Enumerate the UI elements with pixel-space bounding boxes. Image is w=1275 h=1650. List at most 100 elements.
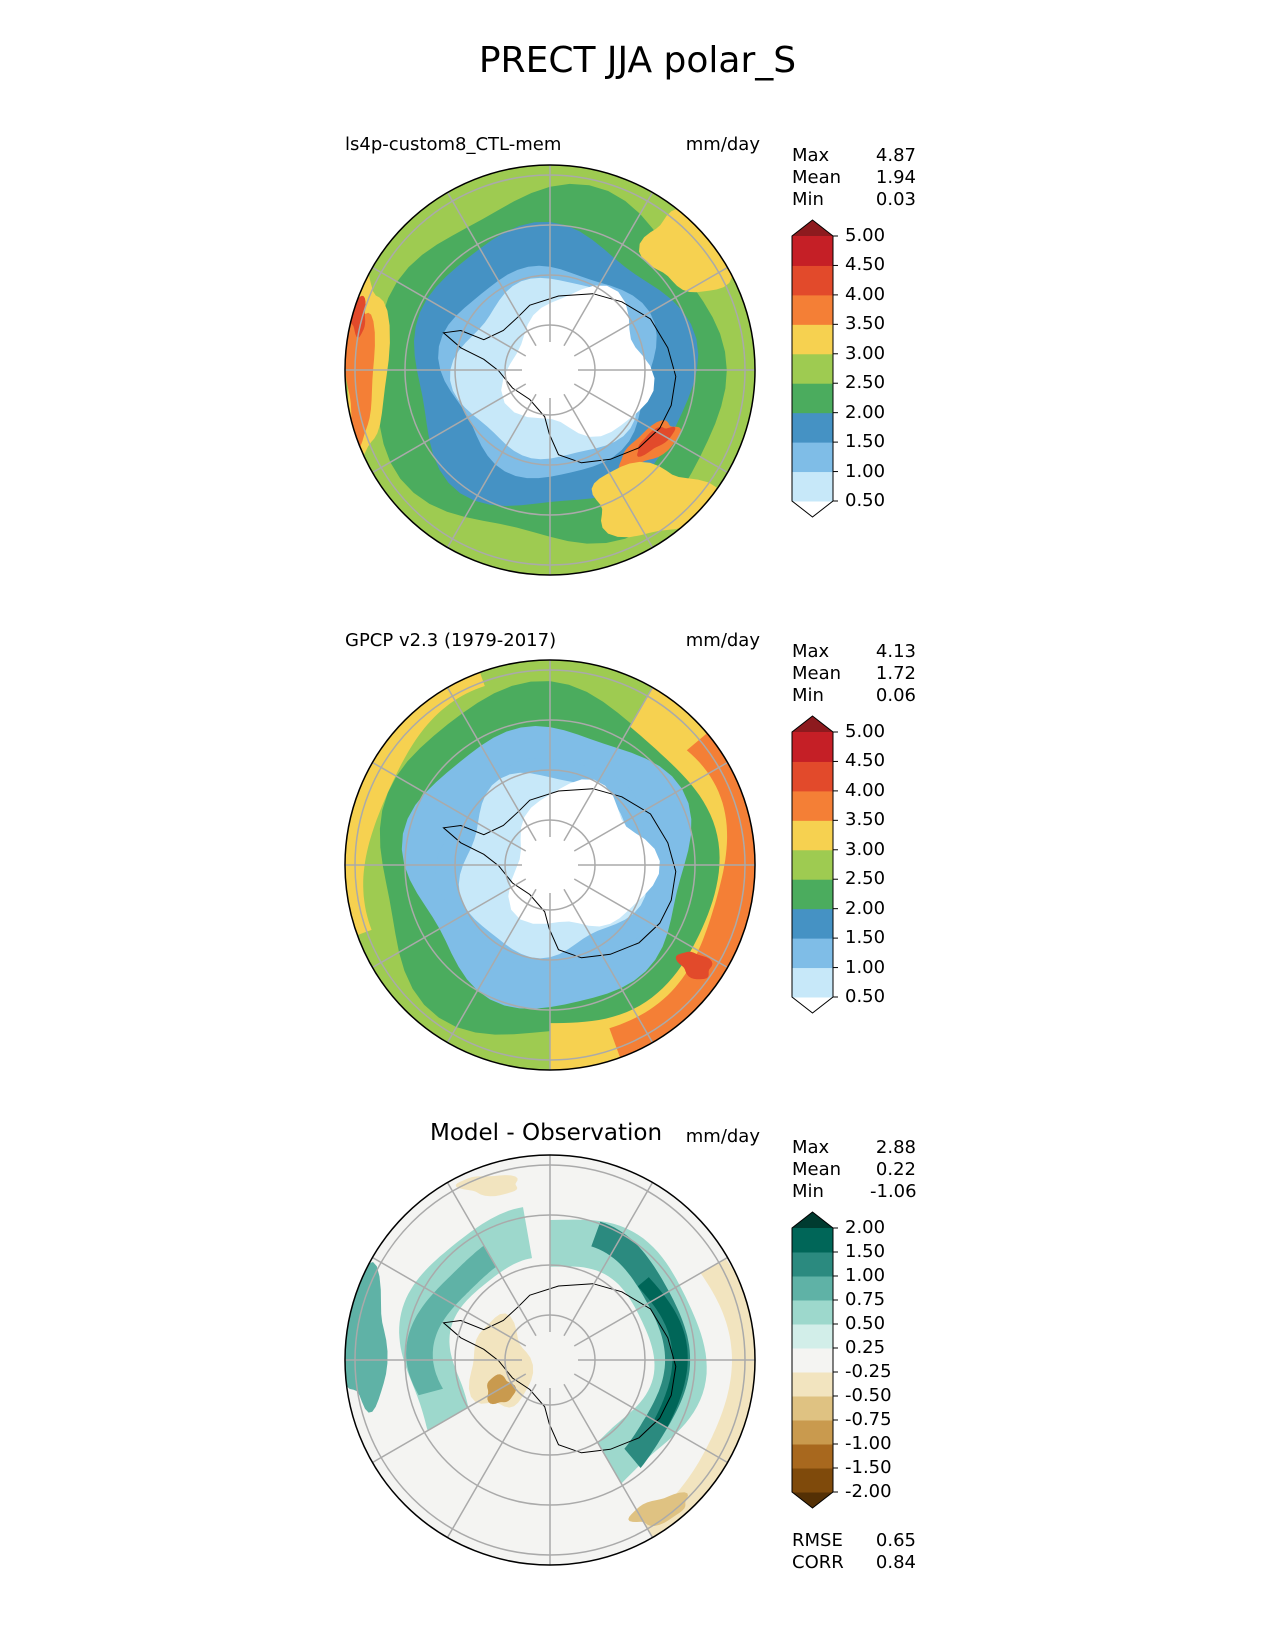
panel-3-title: Model - Observation	[430, 1120, 663, 1146]
panel-2-units: mm/day	[685, 630, 760, 651]
meridian-line	[372, 878, 527, 969]
colorbar-segment	[792, 761, 833, 792]
colorbar-segment	[792, 383, 833, 414]
map-field	[345, 165, 755, 575]
meridian-line	[372, 266, 527, 357]
colorbar-segment	[792, 790, 833, 821]
stat-max: Max 4.87	[792, 145, 916, 166]
colorbar-tick-label: 0.50	[845, 1313, 886, 1334]
colorbar-segment	[792, 353, 833, 384]
meridian-line	[372, 1373, 527, 1464]
meridian-line	[563, 687, 654, 842]
colorbar-tick-label: 5.00	[845, 721, 886, 742]
meridian-line	[563, 393, 654, 548]
colorbar-segment	[792, 879, 833, 910]
colorbar-tick-label: 4.50	[845, 254, 886, 276]
meridian-line	[573, 383, 728, 474]
colorbar-segment	[792, 1276, 833, 1301]
map-boundary	[344, 659, 756, 1071]
stat-mean: Mean 0.22	[792, 1159, 916, 1180]
colorbar-extend-max	[792, 220, 833, 236]
colorbar-tick-label: 1.00	[845, 460, 886, 482]
colorbar-tick-label: -0.50	[845, 1385, 892, 1406]
colorbar-segment	[792, 1372, 833, 1397]
panel-1-stats: Max 4.87 Mean 1.94 Min 0.03	[792, 145, 916, 211]
meridian-line	[573, 1373, 728, 1464]
meridian-line	[372, 1256, 527, 1347]
colorbar-segment	[792, 324, 833, 355]
colorbar-tick-label: 0.25	[845, 1337, 886, 1358]
stat-mean: Mean 1.72	[792, 663, 916, 684]
coastline	[442, 293, 677, 464]
colorbar-tick-label: 1.00	[845, 956, 886, 978]
map-boundary	[344, 1154, 756, 1566]
colorbar-tick-label: 3.50	[845, 809, 886, 831]
panel-1-units: mm/day	[685, 134, 760, 155]
stat-mean: Mean 1.94	[792, 167, 916, 188]
colorbar-segment	[792, 442, 833, 473]
stat-max: Max 4.13	[792, 641, 916, 662]
colorbar-segment	[792, 1420, 833, 1445]
polar-map-1	[344, 164, 756, 576]
meridian-line	[573, 266, 728, 357]
colorbar-segment	[792, 412, 833, 443]
colorbar-segment	[792, 1228, 833, 1253]
map-boundary	[344, 164, 756, 576]
panel-3-error-stats: RMSE 0.65 CORR 0.84	[792, 1530, 916, 1574]
meridian-line	[446, 393, 537, 548]
panel-3-units: mm/day	[685, 1126, 760, 1147]
panel-2-stats: Max 4.13 Mean 1.72 Min 0.06	[792, 641, 916, 707]
meridian-line	[372, 761, 527, 852]
meridian-line	[446, 888, 537, 1043]
colorbar-segment	[792, 908, 833, 939]
colorbar-tick-label: 3.00	[845, 838, 886, 860]
colorbar-segment	[792, 1300, 833, 1325]
meridian-line	[563, 1182, 654, 1337]
coastline	[442, 788, 677, 959]
colorbar-tick-label: 4.50	[845, 750, 886, 772]
colorbar-segment	[792, 265, 833, 296]
colorbar-tick-label: 1.50	[845, 431, 886, 453]
colorbar-tick-label: 2.50	[845, 372, 886, 394]
colorbar-segment	[792, 967, 833, 998]
colorbar-1	[791, 219, 838, 518]
meridian-line	[573, 878, 728, 969]
colorbar-extend-min	[792, 501, 833, 517]
colorbar-tick-label: -2.00	[845, 1481, 892, 1502]
colorbar-segment	[792, 938, 833, 969]
panel-2-title: GPCP v2.3 (1979-2017)	[345, 630, 557, 651]
colorbar-tick-label: 1.50	[845, 927, 886, 949]
colorbar-tick-label: 0.75	[845, 1289, 886, 1310]
colorbar-extend-min	[792, 997, 833, 1013]
colorbar-tick-label: 2.50	[845, 868, 886, 890]
stat-min: Min -1.06	[792, 1181, 917, 1202]
meridian-line	[446, 1182, 537, 1337]
colorbar-2	[791, 715, 838, 1014]
colorbar-segment	[792, 732, 833, 762]
meridian-line	[573, 761, 728, 852]
colorbar-tick-label: 1.50	[845, 1241, 886, 1262]
colorbar-segment	[792, 820, 833, 851]
stat-min: Min 0.06	[792, 685, 916, 706]
colorbar-3	[791, 1211, 838, 1509]
colorbar-tick-label: -0.25	[845, 1361, 892, 1382]
colorbar-segment	[792, 294, 833, 325]
colorbar-extend-max	[792, 1212, 833, 1228]
colorbar-segment	[792, 1396, 833, 1421]
colorbar-tick-label: -1.50	[845, 1457, 892, 1478]
colorbar-segment	[792, 471, 833, 502]
colorbar-segment	[792, 1252, 833, 1277]
meridian-line	[563, 192, 654, 347]
colorbar-segment	[792, 1324, 833, 1349]
colorbar-tick-label: -0.75	[845, 1409, 892, 1430]
colorbar-tick-label: 5.00	[845, 225, 886, 246]
colorbar-tick-label: 3.50	[845, 313, 886, 335]
polar-map-3	[344, 1154, 756, 1566]
colorbar-tick-label: 1.00	[845, 1265, 886, 1286]
colorbar-tick-label: 0.50	[845, 490, 886, 511]
colorbar-tick-label: 0.50	[845, 986, 886, 1007]
panel-3-stats: Max 2.88 Mean 0.22 Min -1.06	[792, 1137, 917, 1203]
figure-title: PRECT JJA polar_S	[478, 40, 797, 81]
stat-max: Max 2.88	[792, 1137, 916, 1158]
